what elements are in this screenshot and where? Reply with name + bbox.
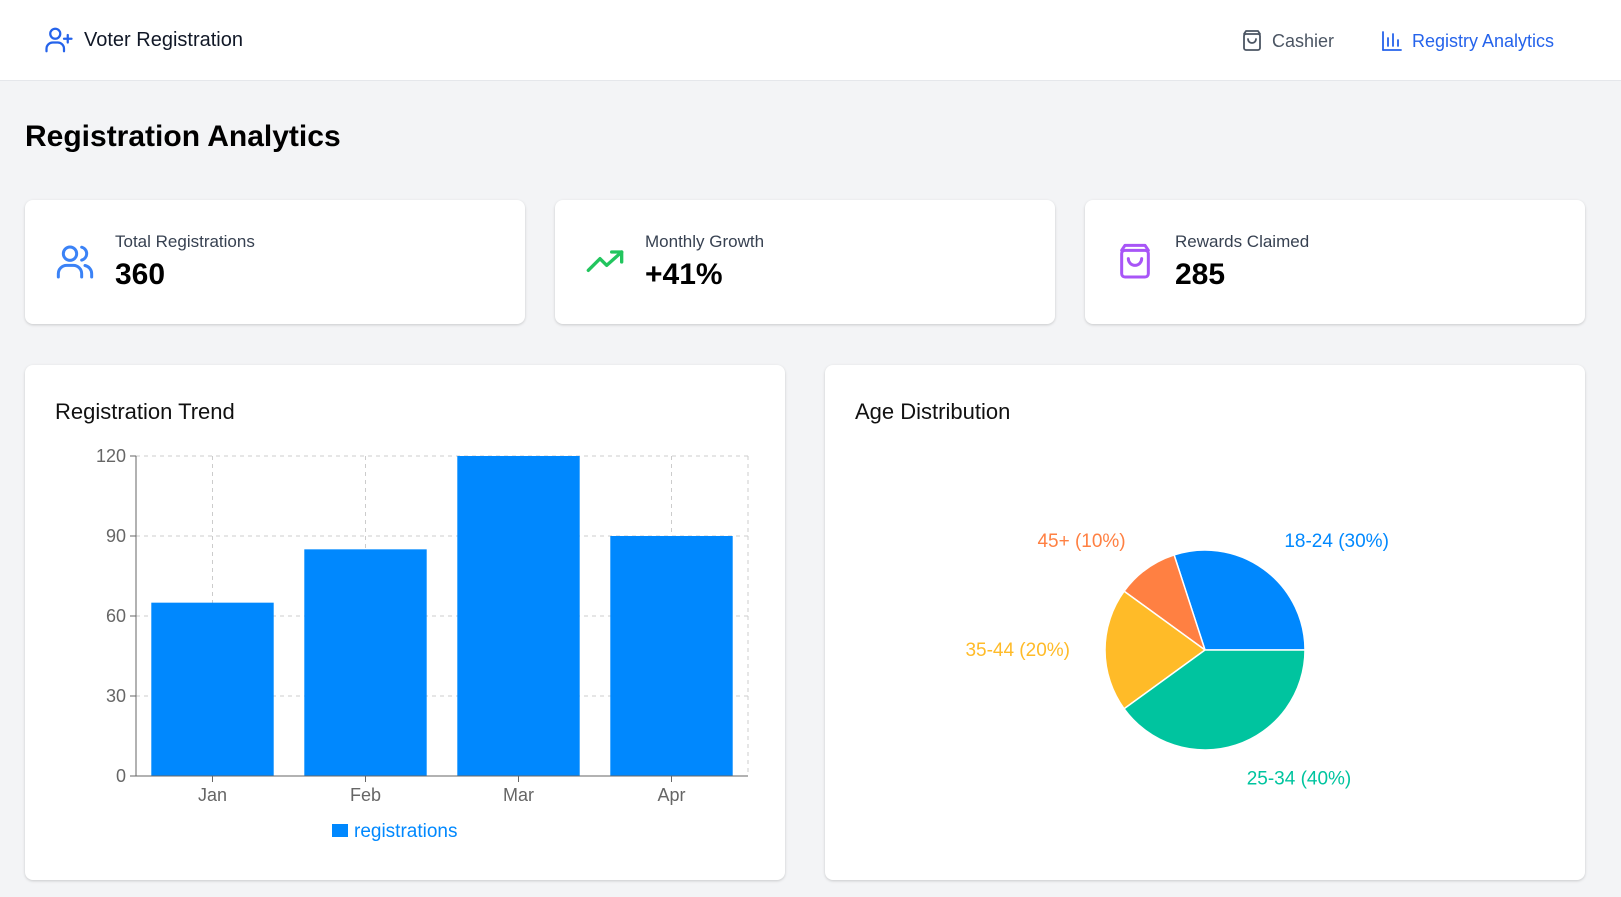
stat-card-monthly-growth: Monthly Growth +41% (555, 200, 1055, 324)
pie-label-25-34: 25-34 (40%) (1247, 768, 1352, 789)
chart-legend[interactable]: registrations (332, 821, 458, 842)
bar-jan (151, 602, 274, 776)
stat-card-rewards-claimed: Rewards Claimed 285 (1085, 200, 1585, 324)
legend-swatch (332, 824, 348, 837)
stat-value: +41% (645, 258, 723, 291)
nav-link-cashier[interactable]: Cashier (1240, 26, 1334, 56)
pie-slice-18-24[interactable] (1173, 549, 1306, 651)
shopping-bag-icon (1120, 243, 1150, 279)
nav-link-registry-analytics[interactable]: Registry Analytics (1380, 26, 1554, 56)
pie-slice-35-44[interactable] (1104, 590, 1207, 710)
y-tick-label: 0 (116, 766, 126, 786)
stat-label: Total Registrations (115, 232, 255, 251)
y-tick-label: 120 (96, 446, 126, 466)
bar-apr (610, 536, 733, 776)
registration-trend-chart: 0 30 60 90 120 Jan Feb Mar Apr registrations (96, 446, 749, 842)
pie-label-18-24: 18-24 (30%) (1284, 531, 1389, 552)
pie-label-45plus: 45+ (10%) (1037, 531, 1125, 552)
bar-feb (304, 549, 427, 776)
page-title: Registration Analytics (25, 120, 341, 153)
bar-mar (457, 456, 580, 776)
y-tick-label: 60 (106, 606, 126, 626)
stat-label: Rewards Claimed (1175, 232, 1310, 251)
trending-up-icon (586, 250, 624, 272)
users-icon (56, 245, 94, 279)
y-tick-label: 30 (106, 686, 126, 706)
shopping-bag-icon (1243, 30, 1261, 51)
pie-slice-25-34[interactable] (1123, 649, 1306, 751)
x-tick-label: Feb (350, 785, 381, 805)
user-plus-icon (45, 27, 73, 53)
pie-label-35-44: 35-44 (20%) (965, 640, 1070, 661)
x-tick-label: Mar (503, 785, 534, 805)
panel-title: Registration Trend (55, 399, 235, 424)
x-tick-label: Apr (657, 785, 685, 805)
nav-link-label: Cashier (1272, 30, 1335, 51)
bar-chart-icon (1382, 31, 1402, 51)
top-nav-bar: Voter Registration Cashier Registry Anal… (0, 0, 1621, 81)
registration-trend-panel: Registration Trend 0 30 60 90 120 Jan Feb Mar Ap… (25, 365, 785, 880)
stat-label: Monthly Growth (645, 232, 765, 251)
x-tick-label: Jan (198, 785, 227, 805)
brand[interactable]: Voter Registration (44, 24, 243, 56)
stat-card-total-registrations: Total Registrations 360 (25, 200, 525, 324)
nav-link-label: Registry Analytics (1412, 30, 1555, 51)
stat-value: 285 (1175, 258, 1226, 291)
age-distribution-panel: Age Distribution 18-24 (30%) 45+ (10%) 35-… (825, 365, 1585, 880)
stat-value: 360 (115, 258, 166, 291)
age-distribution-chart: 18-24 (30%) 45+ (10%) 35-44 (20%) 25-34 (40… (965, 531, 1389, 790)
panel-title: Age Distribution (855, 399, 1011, 424)
legend-label: registrations (354, 821, 458, 842)
y-tick-label: 90 (106, 526, 126, 546)
brand-title: Voter Registration (84, 28, 243, 51)
